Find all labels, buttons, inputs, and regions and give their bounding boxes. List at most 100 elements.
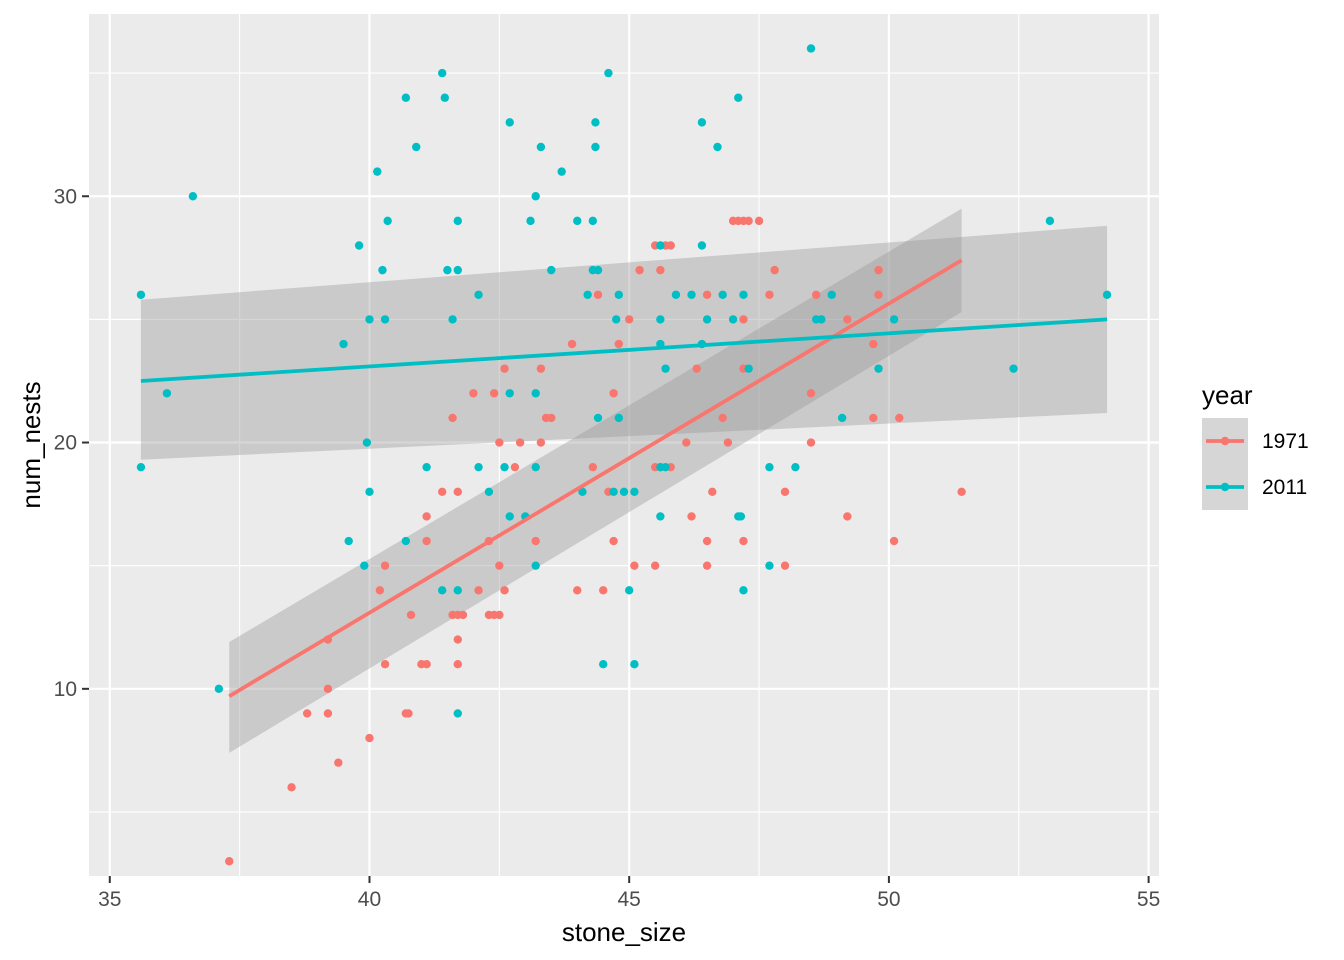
data-point-2011 bbox=[630, 487, 639, 496]
data-point-1971 bbox=[744, 216, 753, 226]
data-point-1971 bbox=[588, 462, 598, 472]
data-point-1971 bbox=[650, 561, 660, 570]
data-point-1971 bbox=[869, 339, 878, 349]
data-point-2011 bbox=[806, 44, 816, 53]
data-point-1971 bbox=[515, 438, 525, 447]
data-point-2011 bbox=[791, 462, 800, 472]
plot-panel bbox=[89, 14, 1159, 876]
data-point-1971 bbox=[287, 783, 296, 792]
data-point-1971 bbox=[380, 561, 390, 570]
legend-title: year bbox=[1202, 380, 1253, 410]
data-point-1971 bbox=[889, 536, 899, 546]
data-point-2011 bbox=[401, 93, 411, 102]
data-point-2011 bbox=[593, 265, 603, 275]
data-point-2011 bbox=[604, 68, 613, 78]
data-point-2011 bbox=[214, 684, 224, 694]
data-point-1971 bbox=[531, 536, 540, 546]
data-point-1971 bbox=[702, 536, 712, 546]
data-point-2011 bbox=[619, 487, 629, 496]
data-point-2011 bbox=[573, 216, 582, 226]
data-point-1971 bbox=[302, 709, 312, 718]
data-point-1971 bbox=[536, 364, 546, 373]
data-point-1971 bbox=[708, 487, 717, 496]
data-point-1971 bbox=[843, 512, 852, 521]
data-point-2011 bbox=[612, 315, 621, 324]
data-point-1971 bbox=[375, 586, 385, 595]
trend-line-1971 bbox=[228, 258, 963, 698]
data-point-2011 bbox=[373, 167, 382, 176]
data-point-2011 bbox=[697, 241, 707, 250]
data-point-2011 bbox=[874, 364, 883, 373]
data-point-2011 bbox=[422, 462, 431, 472]
data-point-2011 bbox=[656, 241, 665, 250]
data-point-2011 bbox=[438, 68, 447, 78]
legend-key-point-2011 bbox=[1220, 482, 1230, 492]
data-point-2011 bbox=[702, 315, 712, 324]
x-axis-title: stone_size bbox=[562, 917, 686, 947]
data-point-2011 bbox=[401, 536, 411, 546]
trend-lines bbox=[140, 258, 1108, 698]
data-point-2011 bbox=[765, 462, 774, 472]
data-point-1971 bbox=[380, 659, 390, 669]
data-point-2011 bbox=[718, 290, 727, 299]
data-point-1971 bbox=[474, 586, 483, 595]
data-point-2011 bbox=[614, 290, 624, 299]
data-point-1971 bbox=[489, 389, 499, 398]
data-point-2011 bbox=[440, 93, 450, 102]
data-point-2011 bbox=[360, 561, 369, 570]
data-point-2011 bbox=[453, 265, 462, 275]
data-point-2011 bbox=[736, 512, 746, 521]
data-point-2011 bbox=[531, 561, 540, 570]
data-point-2011 bbox=[136, 290, 146, 299]
data-point-1971 bbox=[593, 290, 603, 299]
data-point-2011 bbox=[365, 487, 374, 496]
data-point-2011 bbox=[599, 659, 608, 669]
data-point-2011 bbox=[578, 487, 587, 496]
data-point-2011 bbox=[474, 290, 483, 299]
data-point-2011 bbox=[383, 216, 392, 226]
data-point-2011 bbox=[526, 216, 535, 226]
data-point-2011 bbox=[687, 290, 696, 299]
x-tick-label: 55 bbox=[1137, 888, 1160, 911]
data-point-1971 bbox=[536, 438, 546, 447]
data-point-1971 bbox=[453, 487, 462, 496]
data-point-1971 bbox=[630, 561, 639, 570]
x-axis-ticks: 35 40 45 50 55 bbox=[98, 876, 1160, 911]
data-point-1971 bbox=[609, 389, 618, 398]
data-point-2011 bbox=[837, 413, 847, 423]
data-point-2011 bbox=[484, 487, 494, 496]
data-point-2011 bbox=[453, 216, 462, 226]
data-point-1971 bbox=[406, 610, 416, 620]
data-point-1971 bbox=[438, 487, 447, 496]
data-point-2011 bbox=[656, 315, 665, 324]
data-point-2011 bbox=[614, 413, 624, 423]
data-point-2011 bbox=[630, 659, 639, 669]
x-tick-label: 40 bbox=[358, 888, 381, 911]
x-tick-label: 50 bbox=[877, 888, 900, 911]
data-point-2011 bbox=[656, 512, 665, 521]
data-point-2011 bbox=[339, 339, 348, 349]
data-point-2011 bbox=[136, 462, 146, 472]
data-point-2011 bbox=[536, 142, 546, 152]
data-point-2011 bbox=[591, 142, 600, 152]
data-point-1971 bbox=[448, 413, 457, 423]
data-point-1971 bbox=[635, 265, 644, 275]
data-point-2011 bbox=[817, 315, 826, 324]
data-point-1971 bbox=[806, 389, 816, 398]
data-point-2011 bbox=[591, 118, 600, 127]
data-point-2011 bbox=[697, 118, 707, 127]
data-point-2011 bbox=[380, 315, 390, 324]
data-point-2011 bbox=[728, 315, 738, 324]
data-point-1971 bbox=[754, 216, 764, 226]
data-point-2011 bbox=[531, 389, 540, 398]
data-point-1971 bbox=[682, 438, 691, 447]
data-point-1971 bbox=[422, 512, 431, 521]
data-point-2011 bbox=[531, 462, 540, 472]
data-point-2011 bbox=[624, 586, 634, 595]
data-point-1971 bbox=[404, 709, 413, 718]
data-point-2011 bbox=[734, 93, 743, 102]
data-point-2011 bbox=[344, 536, 353, 546]
data-point-1971 bbox=[739, 315, 748, 324]
data-point-2011 bbox=[593, 413, 603, 423]
